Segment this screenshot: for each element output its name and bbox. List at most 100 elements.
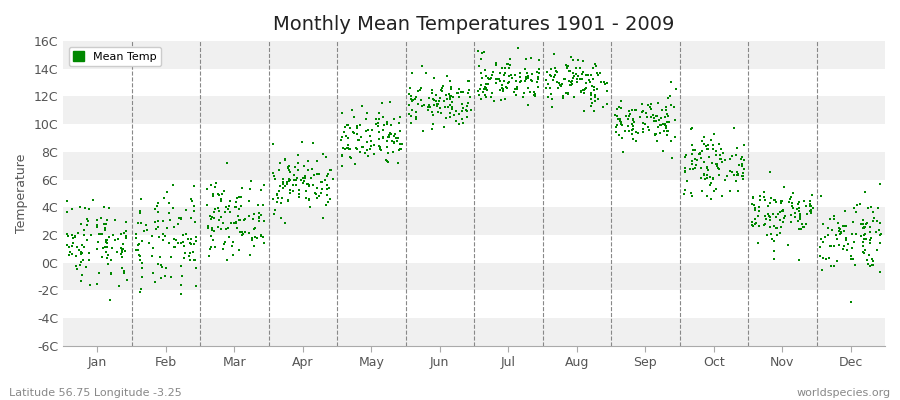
Mean Temp: [776, 219, 790, 225]
Mean Temp: [205, 225, 220, 232]
Mean Temp: [726, 125, 741, 131]
Mean Temp: [705, 137, 719, 143]
Mean Temp: [838, 208, 852, 214]
Mean Temp: [610, 121, 625, 128]
Mean Temp: [531, 84, 545, 90]
Mean Temp: [544, 91, 558, 97]
Mean Temp: [183, 240, 197, 246]
Mean Temp: [493, 70, 508, 76]
Mean Temp: [235, 232, 249, 239]
Mean Temp: [521, 85, 535, 91]
Mean Temp: [214, 196, 229, 202]
Mean Temp: [207, 209, 221, 216]
Mean Temp: [389, 134, 403, 141]
Mean Temp: [174, 215, 188, 222]
Mean Temp: [713, 152, 727, 158]
Mean Temp: [79, 237, 94, 243]
Mean Temp: [498, 96, 512, 103]
Mean Temp: [519, 74, 534, 80]
Mean Temp: [646, 114, 661, 121]
Mean Temp: [306, 140, 320, 146]
Mean Temp: [59, 230, 74, 237]
Mean Temp: [67, 235, 81, 241]
Mean Temp: [502, 65, 517, 71]
Mean Temp: [189, 264, 203, 271]
Mean Temp: [159, 265, 174, 272]
Mean Temp: [766, 211, 780, 218]
Mean Temp: [277, 156, 292, 162]
Mean Temp: [366, 151, 381, 158]
Mean Temp: [392, 147, 406, 154]
Mean Temp: [160, 225, 175, 232]
Mean Temp: [708, 186, 723, 192]
Mean Temp: [322, 196, 337, 202]
Mean Temp: [319, 154, 333, 160]
Mean Temp: [228, 204, 242, 210]
Mean Temp: [415, 63, 429, 70]
Mean Temp: [706, 176, 720, 182]
Mean Temp: [658, 122, 672, 128]
Mean Temp: [403, 120, 418, 126]
Mean Temp: [530, 74, 544, 81]
Mean Temp: [661, 128, 675, 134]
Mean Temp: [383, 122, 398, 128]
Mean Temp: [414, 85, 428, 92]
Mean Temp: [75, 242, 89, 248]
Mean Temp: [763, 231, 778, 237]
Mean Temp: [302, 182, 316, 188]
Mean Temp: [231, 194, 246, 200]
Mean Temp: [402, 111, 417, 118]
Mean Temp: [336, 144, 350, 151]
Mean Temp: [622, 108, 636, 114]
Mean Temp: [795, 220, 809, 227]
Mean Temp: [760, 211, 775, 217]
Mean Temp: [735, 161, 750, 167]
Mean Temp: [326, 176, 340, 183]
Mean Temp: [796, 198, 811, 204]
Mean Temp: [364, 127, 379, 134]
Mean Temp: [275, 180, 290, 187]
Mean Temp: [315, 179, 329, 185]
Mean Temp: [238, 228, 252, 235]
Mean Temp: [387, 139, 401, 145]
Mean Temp: [181, 253, 195, 259]
Mean Temp: [174, 263, 188, 269]
Mean Temp: [583, 103, 598, 110]
Mean Temp: [403, 92, 418, 99]
Mean Temp: [298, 172, 312, 179]
Mean Temp: [692, 150, 706, 156]
Mean Temp: [773, 200, 788, 206]
Mean Temp: [554, 81, 569, 87]
Mean Temp: [93, 270, 107, 276]
Mean Temp: [206, 193, 220, 199]
Mean Temp: [174, 291, 188, 298]
Mean Temp: [597, 79, 611, 86]
Mean Temp: [576, 87, 590, 94]
Mean Temp: [777, 215, 791, 221]
Mean Temp: [857, 250, 871, 257]
Mean Temp: [403, 113, 418, 120]
Mean Temp: [842, 241, 856, 248]
Mean Temp: [446, 106, 460, 112]
Mean Temp: [307, 172, 321, 178]
Mean Temp: [184, 215, 198, 221]
Mean Temp: [613, 116, 627, 122]
Mean Temp: [68, 233, 83, 240]
Mean Temp: [723, 188, 737, 194]
Mean Temp: [310, 158, 324, 164]
Mean Temp: [620, 123, 634, 129]
Mean Temp: [483, 94, 498, 100]
Mean Temp: [235, 185, 249, 191]
Mean Temp: [709, 152, 724, 158]
Mean Temp: [745, 201, 760, 207]
Mean Temp: [792, 257, 806, 263]
Mean Temp: [442, 93, 456, 100]
Mean Temp: [579, 72, 593, 79]
Mean Temp: [380, 144, 394, 150]
Mean Temp: [59, 208, 74, 215]
Mean Temp: [485, 89, 500, 96]
Mean Temp: [266, 170, 281, 176]
Mean Temp: [823, 243, 837, 250]
Mean Temp: [350, 122, 365, 129]
Mean Temp: [446, 94, 461, 100]
